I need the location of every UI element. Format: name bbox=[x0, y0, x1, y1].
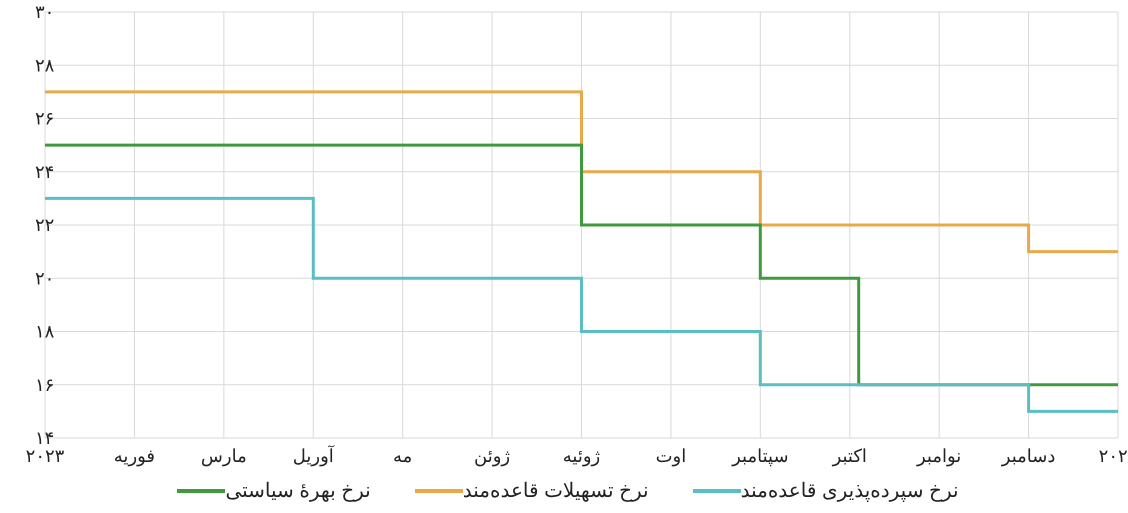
y-tick-label: ۱۴ bbox=[35, 428, 54, 448]
legend-item-lending: نرخ تسهیلات قاعده‌مند bbox=[407, 478, 649, 503]
x-tick-label: ژوئیه bbox=[563, 446, 600, 467]
x-tick-label: مه bbox=[393, 446, 412, 466]
x-tick-label: اوت bbox=[656, 446, 687, 467]
y-tick-label: ۱۸ bbox=[35, 322, 55, 342]
chart-legend: نرخ سپرده‌پذیری قاعده‌مند نرخ تسهیلات قاع… bbox=[0, 478, 1128, 503]
x-tick-label: مارس bbox=[201, 446, 247, 467]
y-tick-label: ۲۲ bbox=[35, 215, 54, 235]
y-tick-label: ۲۰ bbox=[35, 268, 54, 288]
legend-swatch bbox=[177, 489, 225, 493]
chart-svg: ۱۴ ۱۶ ۱۸ ۲۰ ۲۲ ۲۴ ۲۶ ۲۸ ۳۰ ۲۰۲۳ فوریه مارس آوریل مه ژو… bbox=[0, 0, 1128, 513]
x-tick-label: ژوئن bbox=[474, 446, 510, 467]
x-tick-label: سپتامبر bbox=[731, 446, 788, 467]
y-tick-label: ۲۶ bbox=[35, 109, 54, 129]
x-tick-label: اکتبر bbox=[832, 446, 867, 467]
y-tick-label: ۱۶ bbox=[35, 375, 54, 395]
legend-label: نرخ تسهیلات قاعده‌مند bbox=[463, 478, 649, 503]
y-tick-label: ۲۸ bbox=[35, 55, 55, 75]
x-tick-label: نوامبر bbox=[916, 446, 961, 467]
x-tick-label: آوریل bbox=[293, 445, 335, 467]
y-tick-label: ۲۴ bbox=[35, 162, 54, 182]
legend-item-policy: نرخ بهرهٔ سیاستی bbox=[169, 478, 370, 503]
interest-rate-chart: ۱۴ ۱۶ ۱۸ ۲۰ ۲۲ ۲۴ ۲۶ ۲۸ ۳۰ ۲۰۲۳ فوریه مارس آوریل مه ژو… bbox=[0, 0, 1128, 513]
y-tick-label: ۳۰ bbox=[35, 2, 54, 22]
x-tick-label: دسامبر bbox=[1001, 446, 1056, 467]
legend-label: نرخ سپرده‌پذیری قاعده‌مند bbox=[741, 478, 959, 503]
legend-swatch bbox=[693, 489, 741, 493]
legend-swatch bbox=[415, 489, 463, 493]
x-tick-label: ۲۰۲۳ bbox=[26, 446, 65, 466]
legend-item-deposit: نرخ سپرده‌پذیری قاعده‌مند bbox=[685, 478, 959, 503]
x-tick-label: ۲۰۲۴ bbox=[1099, 446, 1128, 466]
legend-label: نرخ بهرهٔ سیاستی bbox=[225, 478, 370, 503]
x-tick-label: فوریه bbox=[114, 446, 155, 467]
